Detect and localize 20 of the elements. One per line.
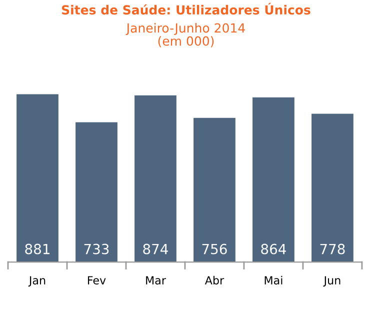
data-label: 733 xyxy=(84,244,109,254)
bar xyxy=(312,114,354,262)
x-tick-label: Mai xyxy=(264,276,282,285)
x-tick-label: Jan xyxy=(28,276,46,287)
chart-title: Sites de Saúde: Utilizadores Únicos xyxy=(62,2,310,15)
data-label: 874 xyxy=(143,244,168,254)
x-tick-label: Fev xyxy=(88,276,106,285)
bar xyxy=(16,94,58,262)
chart-subtitle: Janeiro-Junho 2014 (em 000) xyxy=(126,23,245,48)
bar xyxy=(76,122,118,262)
data-label: 881 xyxy=(25,244,50,254)
bar xyxy=(252,97,294,262)
x-tick-label: Jun xyxy=(323,276,340,287)
data-label: 864 xyxy=(261,244,286,254)
bar xyxy=(134,95,176,262)
bar xyxy=(194,118,236,262)
data-label: 756 xyxy=(202,244,227,254)
data-label: 778 xyxy=(320,244,345,254)
x-tick-label: Abr xyxy=(204,276,224,285)
x-tick-label: Mar xyxy=(146,276,166,285)
